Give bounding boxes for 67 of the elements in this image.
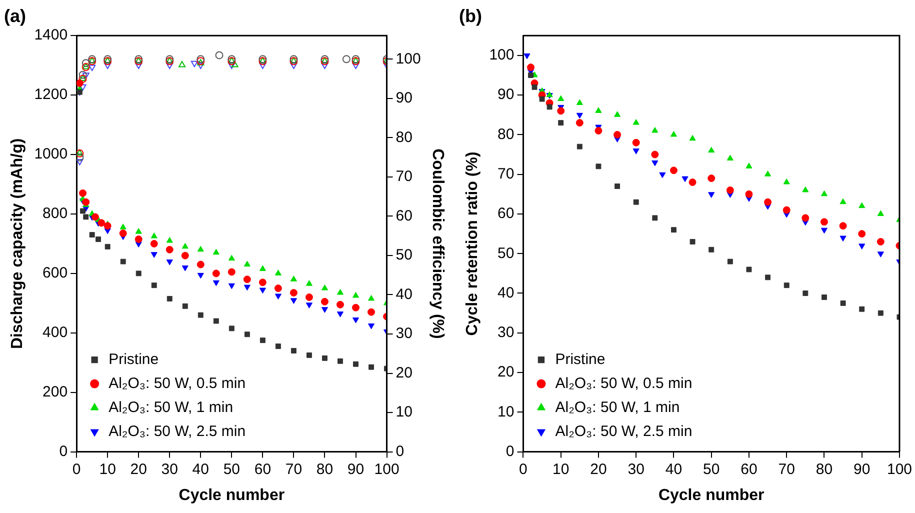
y-tick-label: 600 bbox=[42, 264, 68, 282]
x-tick-label: 60 bbox=[740, 460, 758, 478]
x-tick-label: 50 bbox=[703, 460, 720, 478]
x-tick-label: 90 bbox=[854, 460, 870, 478]
y2-tick-label: 30 bbox=[396, 325, 412, 342]
x-axis-title: Cycle number bbox=[658, 486, 764, 504]
x-tick-label: 40 bbox=[192, 460, 209, 478]
chart-title: (a) bbox=[4, 6, 26, 26]
y-tick-label: 80 bbox=[498, 126, 514, 143]
y-tick-label: 30 bbox=[498, 324, 514, 342]
y2-tick-label: 0 bbox=[396, 442, 404, 460]
y-axis-title: Cycle retention ratio (%) bbox=[464, 152, 482, 336]
y-tick-label: 90 bbox=[498, 86, 514, 104]
y-tick-label: 1200 bbox=[34, 86, 68, 104]
x-tick-label: 80 bbox=[816, 460, 833, 478]
y-tick-label: 200 bbox=[42, 383, 68, 400]
y-tick-label: 0 bbox=[506, 442, 514, 460]
y-tick-label: 100 bbox=[489, 46, 514, 64]
legend-label: Pristine bbox=[555, 350, 606, 368]
legend-label: Pristine bbox=[108, 350, 159, 368]
x-tick-label: 20 bbox=[590, 460, 607, 478]
x-tick-label: 60 bbox=[254, 460, 272, 478]
x-tick-label: 30 bbox=[161, 460, 178, 478]
y2-tick-label: 90 bbox=[396, 90, 412, 107]
legend-label: Al₂O₃: 50 W, 1 min bbox=[108, 398, 234, 416]
y-tick-label: 70 bbox=[498, 165, 514, 182]
x-axis-title: Cycle number bbox=[178, 486, 285, 504]
x-tick-label: 100 bbox=[374, 460, 400, 478]
x-tick-label: 10 bbox=[552, 460, 570, 478]
chart-title: (b) bbox=[459, 6, 482, 26]
legend-label: Al₂O₃: 50 W, 0.5 min bbox=[108, 374, 246, 392]
y-tick-label: 20 bbox=[498, 364, 514, 381]
y-tick-label: 400 bbox=[42, 324, 68, 342]
y2-tick-label: 40 bbox=[396, 286, 412, 303]
x-tick-label: 0 bbox=[72, 460, 81, 478]
y-tick-label: 10 bbox=[498, 403, 514, 420]
y2-tick-label: 10 bbox=[396, 404, 412, 421]
y2-tick-label: 70 bbox=[396, 168, 412, 186]
x-tick-label: 90 bbox=[347, 460, 364, 478]
x-tick-label: 0 bbox=[519, 460, 528, 478]
y2-axis-title: Coulombic efficiency (%) bbox=[428, 148, 446, 339]
legend-label: Al₂O₃: 50 W, 2.5 min bbox=[108, 422, 246, 440]
x-tick-label: 70 bbox=[778, 460, 795, 478]
x-tick-label: 20 bbox=[130, 460, 147, 478]
y-tick-label: 1400 bbox=[34, 26, 68, 44]
x-tick-label: 80 bbox=[316, 460, 334, 478]
y2-tick-label: 80 bbox=[396, 128, 412, 146]
x-tick-label: 50 bbox=[223, 460, 240, 478]
x-tick-label: 40 bbox=[665, 460, 682, 478]
y2-tick-label: 50 bbox=[396, 246, 412, 264]
x-tick-label: 70 bbox=[285, 460, 302, 478]
x-tick-label: 10 bbox=[99, 460, 116, 478]
legend-label: Al₂O₃: 50 W, 2.5 min bbox=[555, 422, 692, 440]
y2-tick-label: 20 bbox=[396, 364, 412, 382]
legend-label: Al₂O₃: 50 W, 1 min bbox=[555, 398, 680, 416]
y-tick-label: 50 bbox=[498, 244, 514, 262]
x-tick-label: 100 bbox=[886, 460, 912, 478]
legend-label: Al₂O₃: 50 W, 0.5 min bbox=[555, 374, 692, 392]
x-tick-label: 30 bbox=[628, 460, 644, 478]
y-tick-label: 40 bbox=[498, 284, 514, 302]
y-axis-title: Discharge capacity (mAh/g) bbox=[9, 138, 26, 350]
y-tick-label: 60 bbox=[498, 205, 514, 222]
y2-tick-label: 100 bbox=[396, 50, 421, 68]
y-tick-label: 1000 bbox=[34, 146, 68, 163]
y-tick-label: 0 bbox=[59, 442, 68, 460]
y2-tick-label: 60 bbox=[396, 207, 412, 224]
y-tick-label: 800 bbox=[42, 205, 68, 222]
